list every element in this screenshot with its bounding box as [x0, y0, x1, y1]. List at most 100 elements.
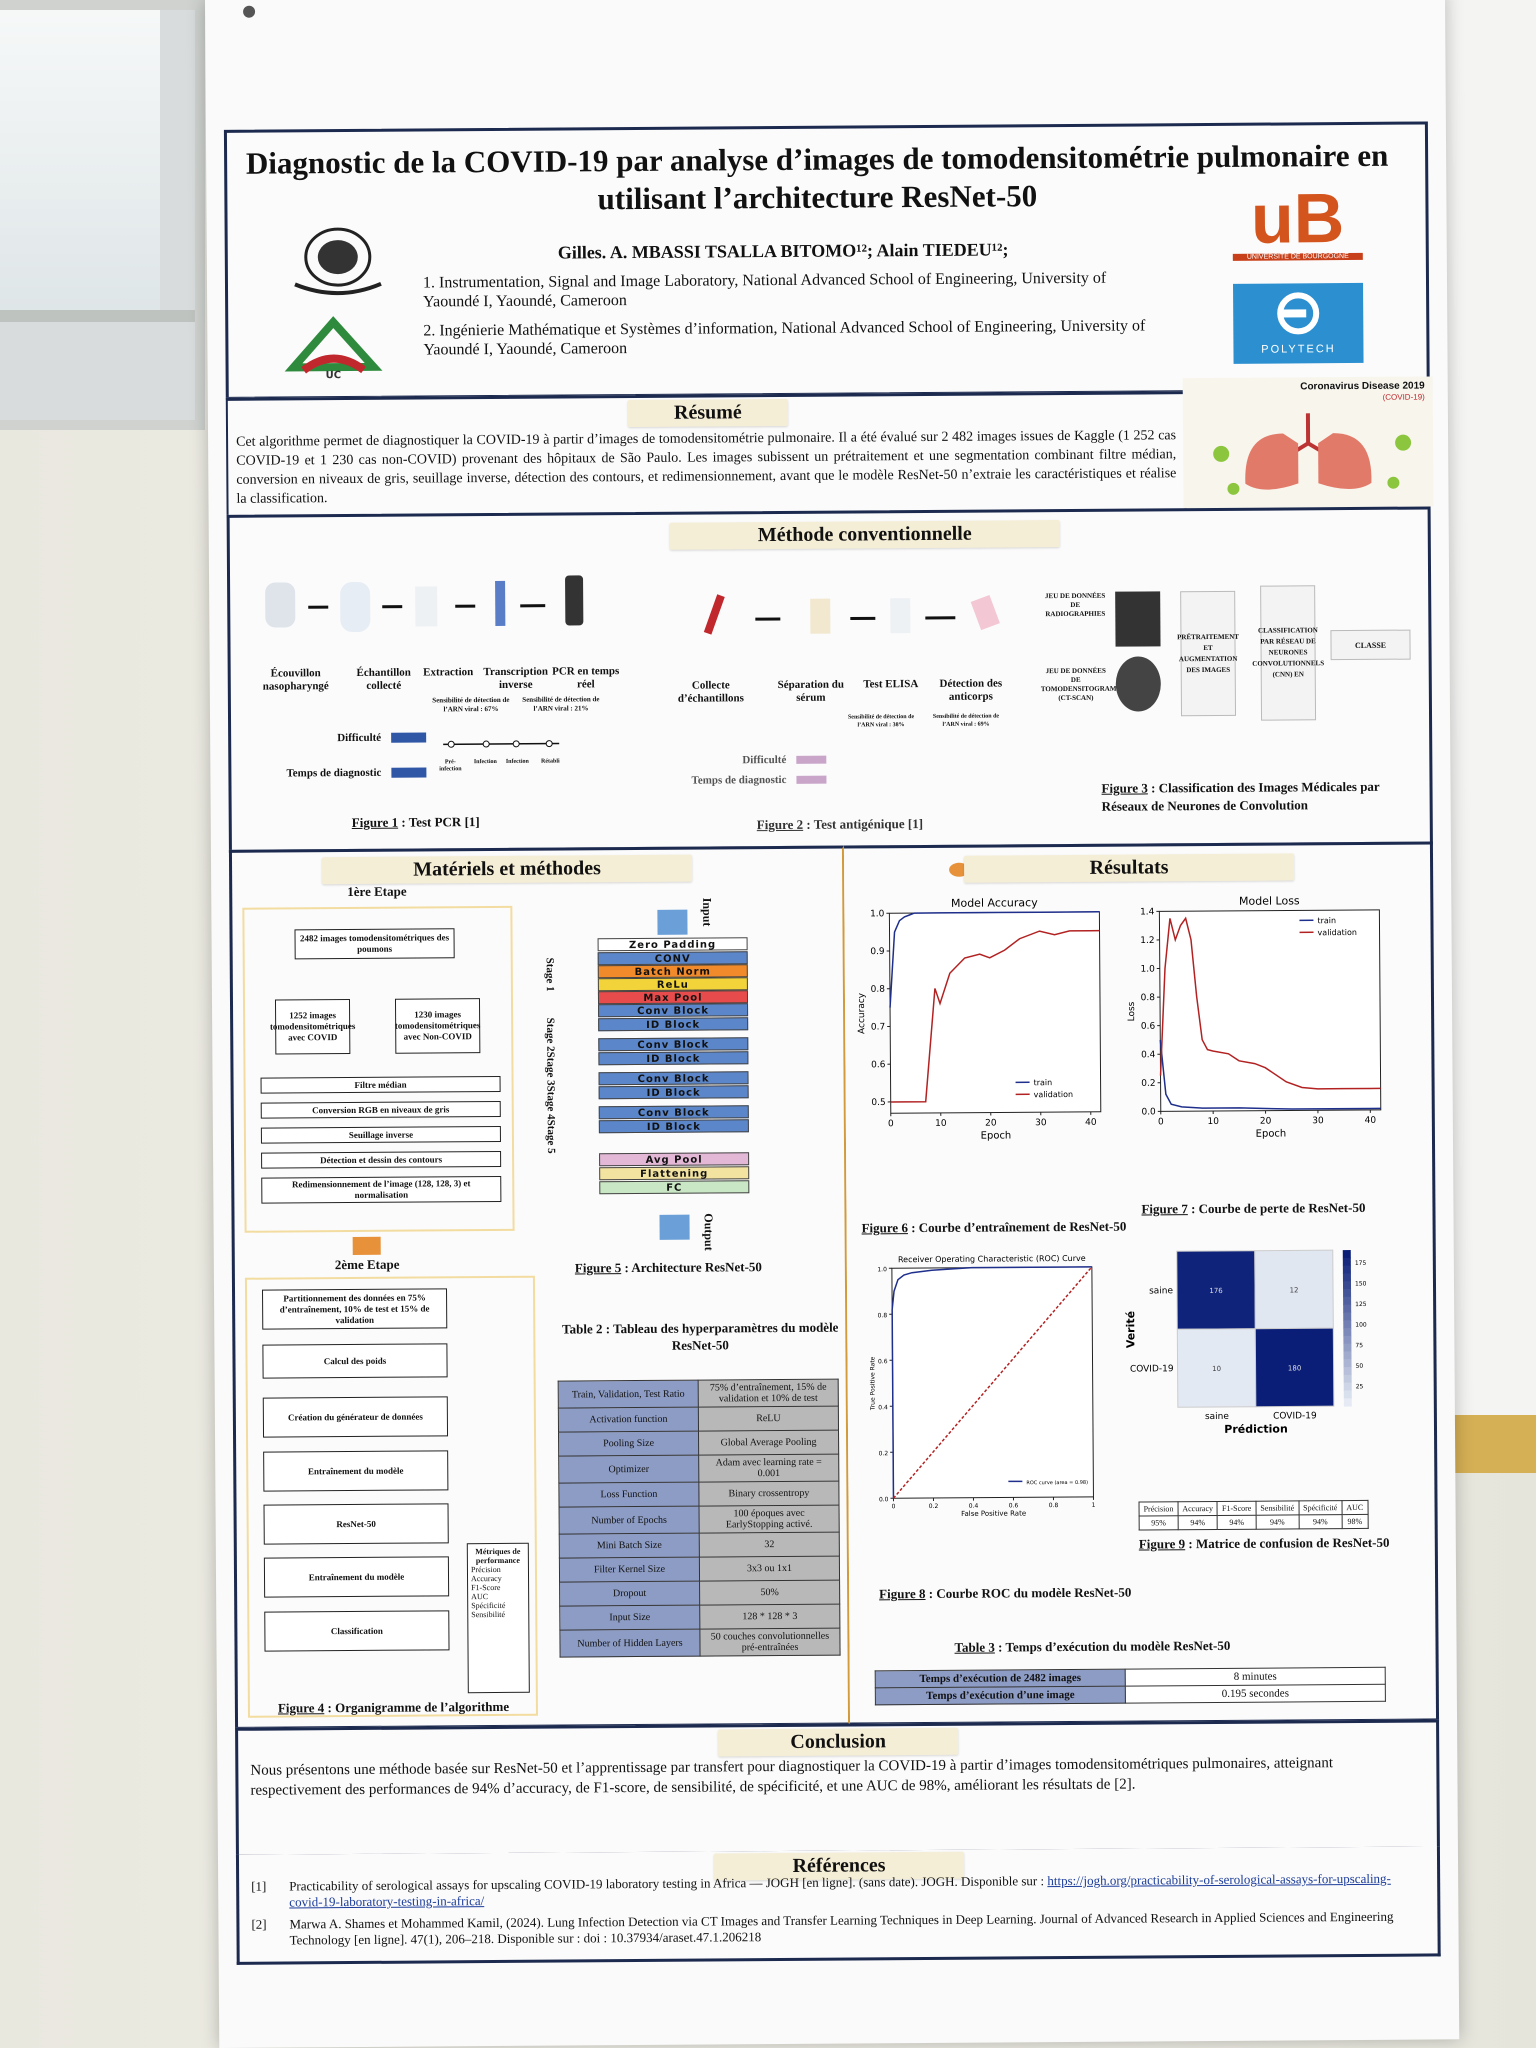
y-tick-label: 0.9 — [870, 947, 885, 957]
x-tick-label: 30 — [1035, 1118, 1047, 1128]
figure-8-caption: Figure 8 : Courbe ROC du modèle ResNet-5… — [879, 1584, 1132, 1602]
x-tick-label: 0.8 — [1049, 1502, 1059, 1509]
legend-label: train — [1034, 1078, 1053, 1087]
hyperparam-value: ReLU — [698, 1406, 839, 1432]
hyperparam-name: Input Size — [559, 1605, 700, 1631]
colorbar-segment — [1342, 1265, 1351, 1274]
cnn-preprocess-box: PRÉTRAITEMENT ET AUGMENTATION DES IMAGES — [1177, 590, 1239, 717]
colorbar-segment — [1343, 1390, 1352, 1399]
stage-1: Stage 1 — [543, 957, 556, 992]
metric-header: Accuracy — [1177, 1501, 1218, 1516]
antigen-temps-bar — [796, 775, 827, 784]
colorbar-segment — [1343, 1320, 1352, 1329]
arch-output-label: Output — [701, 1213, 716, 1251]
flow1-box-4: Filtre médian — [260, 1075, 501, 1094]
x-category-label: COVID-19 — [1273, 1411, 1317, 1421]
metric-header: Spécificité — [1298, 1500, 1342, 1515]
hyperparam-name: Filter Kernel Size — [559, 1557, 700, 1583]
colorbar-segment — [1343, 1398, 1352, 1407]
authors: Gilles. A. MBASSI TSALLA BITOMO¹²; Alain… — [557, 239, 1009, 263]
arch-block-id-block: ID Block — [598, 1051, 749, 1066]
pcr-timeline-1: Pré-infection — [439, 759, 462, 773]
accuracy-chart: Model Accuracy Epoch Accuracy 0 10 20 30 40 0.5 0… — [857, 896, 1102, 1142]
polytech-logo-text: POLYTECH — [1261, 343, 1336, 356]
ub-logo: uB UNIVERSITÉ DE BOURGOGNE — [1232, 179, 1363, 274]
metrics-table: Précision Accuracy F1-Score Sensibilité Spéc… — [1139, 1500, 1369, 1531]
cnn-input-ct: JEU DE DONNÉES DE TOMODENSITOGRAMMES (CT… — [1040, 666, 1132, 703]
colorbar-segment — [1342, 1281, 1352, 1290]
x-category-label: saine — [1205, 1412, 1229, 1422]
flow2-box-3: Création du générateur de données — [262, 1396, 449, 1438]
series-line-roc-curve-area-0-98- — [891, 1266, 1092, 1499]
antigen-difficulte-label: Difficulté — [742, 753, 787, 767]
hyperparam-value: Global Average Pooling — [698, 1430, 839, 1456]
y-tick-label: 0.2 — [879, 1450, 889, 1457]
series-line-validation — [1159, 916, 1381, 1090]
hyperparam-value: Binary crossentropy — [698, 1481, 840, 1507]
arch-block-conv: CONV — [597, 951, 748, 966]
pcr-temps-bar — [391, 767, 427, 778]
chart-title: Model Accuracy — [951, 896, 1038, 910]
flow1-box-8: Redimensionnement de l’image (128, 128, … — [261, 1175, 502, 1204]
antigen-step-4: Détection des anticorps — [939, 677, 1003, 703]
x-tick-label: 10 — [935, 1119, 947, 1129]
methode-conv-heading: Méthode conventionnelle — [669, 520, 1060, 550]
legend-label: validation — [1034, 1090, 1073, 1099]
pcr-temps-label: Temps de diagnostic — [286, 766, 382, 780]
flow2-box-4: Entraînement du modèle — [263, 1450, 449, 1492]
covid-banner: Coronavirus Disease 2019 — [1300, 380, 1425, 393]
colorbar-tick: 25 — [1356, 1383, 1364, 1390]
chart-title: Receiver Operating Characteristic (ROC) … — [898, 1254, 1086, 1264]
flow2-box-7: Classification — [264, 1610, 450, 1652]
table-row: Optimizer Adam avec learning rate = 0.001 — [558, 1454, 839, 1484]
plot-area — [1158, 909, 1382, 1112]
x-axis-label: Prédiction — [1224, 1422, 1288, 1435]
flowchart-2: Partitionnement des données en 75% d’ent… — [244, 1275, 538, 1718]
exec-value: 0.195 secondes — [1125, 1684, 1386, 1704]
colorbar-segment — [1343, 1328, 1352, 1337]
hyperparam-value: 3x3 ou 1x1 — [699, 1556, 840, 1582]
pcr-difficulte-bar — [391, 732, 427, 743]
y-tick-label: 1.4 — [1140, 907, 1155, 917]
metrics-box: Métriques de performance Précision Accur… — [466, 1542, 530, 1694]
stage-4: Stage 4 — [544, 1085, 557, 1120]
y-tick-label: 0.8 — [871, 985, 886, 995]
arch-block-id-block: ID Block — [598, 1017, 749, 1032]
y-tick-label: 0.8 — [1141, 993, 1156, 1003]
antigen-temps-label: Temps de diagnostic — [691, 773, 787, 787]
colorbar-tick: 100 — [1355, 1322, 1367, 1329]
university-seal-logo — [294, 227, 382, 296]
pcr-timeline-4: Rétabli — [540, 758, 560, 765]
metric-value: 94% — [1255, 1514, 1299, 1530]
flowchart-1: 2482 images tomodensitométriques des pou… — [242, 905, 515, 1233]
x-tick-label: 0 — [1158, 1117, 1164, 1127]
window — [0, 0, 205, 430]
y-tick-label: 0.5 — [871, 1098, 885, 1108]
xray-image — [1115, 591, 1161, 647]
x-tick-label: 10 — [1207, 1117, 1219, 1127]
arrow-down-icon — [659, 1214, 690, 1240]
table-3-title: Table 3 : Temps d’exécution du modèle Re… — [954, 1637, 1231, 1655]
metric-value: 94% — [1217, 1515, 1256, 1530]
y-tick-label: 1.2 — [1140, 936, 1154, 946]
cell-value: 180 — [1288, 1364, 1301, 1372]
heatmap-cell — [1254, 1327, 1335, 1408]
hyperparameters-table: Train, Validation, Test Ratio 75% d’entra… — [558, 1379, 841, 1658]
series-line-validation — [890, 929, 1100, 1103]
y-axis-label: Verité — [1124, 1311, 1137, 1348]
colorbar-segment — [1342, 1257, 1351, 1267]
x-tick-label: 0.4 — [969, 1503, 979, 1510]
colorbar-segment — [1343, 1343, 1352, 1352]
cnn-class-box: CLASSE — [1330, 629, 1411, 661]
x-axis-label: Epoch — [981, 1130, 1012, 1141]
y-tick-label: 0.4 — [1141, 1050, 1156, 1060]
metric-5: Spécificité — [471, 1600, 506, 1611]
arch-block-flattening: Flattening — [599, 1166, 750, 1181]
hyperparam-value: 50 couches convolutionnelles pré-entraîn… — [699, 1628, 841, 1657]
resume-section: Résumé Cet algorithme permet de diagnost… — [225, 391, 1187, 518]
y-tick-label: 0.6 — [878, 1358, 888, 1365]
pcr-step-4: Transcription inverse — [483, 665, 549, 691]
resume-heading: Résumé — [627, 398, 788, 428]
x-tick-label: 40 — [1365, 1116, 1377, 1126]
metric-value: 94% — [1177, 1515, 1218, 1530]
